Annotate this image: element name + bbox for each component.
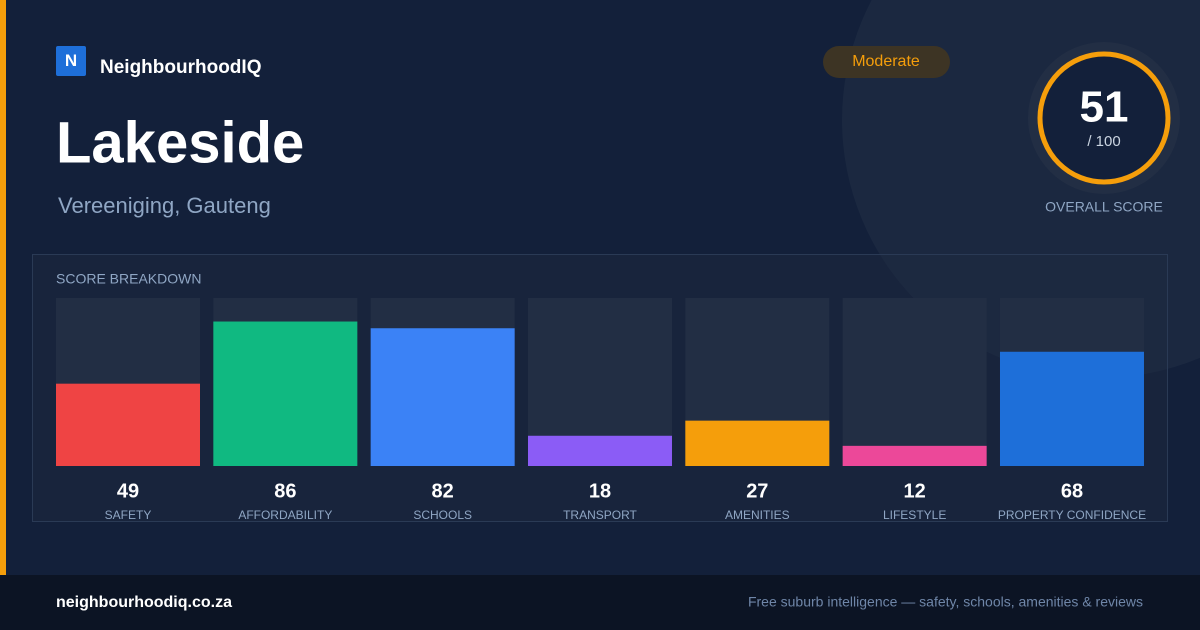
bar (999, 351, 1144, 466)
category-label: SCHOOLS (413, 508, 472, 522)
category-label: TRANSPORT (563, 508, 637, 522)
bars: 49 SAFETY 86 AFFORDABILITY 82 SCHOOLS 18 TRANSP… (56, 298, 1146, 522)
overall-out-of: / 100 (1087, 133, 1120, 150)
bar (527, 435, 672, 466)
overall-score: 51 (1080, 83, 1129, 132)
value-label: 18 (589, 480, 611, 502)
brand: NeighbourhoodIQ (100, 57, 261, 78)
logo (56, 46, 86, 76)
category-label: LIFESTYLE (883, 508, 946, 522)
bar (842, 445, 987, 466)
value-label: 82 (432, 480, 454, 502)
category-label: AMENITIES (725, 508, 790, 522)
subtitle: Vereeniging, Gauteng (58, 193, 271, 218)
value-label: 49 (117, 480, 139, 502)
bar (213, 321, 358, 466)
bar (685, 420, 830, 466)
footer (0, 575, 1200, 630)
bar (56, 383, 200, 466)
title: Lakeside (56, 110, 304, 175)
value-label: 68 (1061, 480, 1083, 502)
badge-text: Moderate (852, 53, 920, 70)
value-label: 12 (904, 480, 926, 502)
value-label: 27 (746, 480, 768, 502)
footer-site: neighbourhoodiq.co.za (56, 594, 232, 611)
category-label: AFFORDABILITY (238, 508, 332, 522)
value-label: 86 (274, 480, 296, 502)
accent-stripe (0, 0, 6, 575)
overall-label: OVERALL SCORE (1045, 199, 1163, 215)
category-label: PROPERTY CONFIDENCE (998, 508, 1146, 522)
bar-track (842, 298, 987, 466)
breakdown-title: SCORE BREAKDOWN (56, 271, 201, 287)
footer-tagline: Free suburb intelligence — safety, schoo… (748, 594, 1143, 610)
category-label: SAFETY (105, 508, 152, 522)
score-ring (1037, 51, 1171, 185)
badge (823, 46, 950, 78)
bar (370, 328, 515, 466)
logo-letter: N (65, 51, 77, 70)
